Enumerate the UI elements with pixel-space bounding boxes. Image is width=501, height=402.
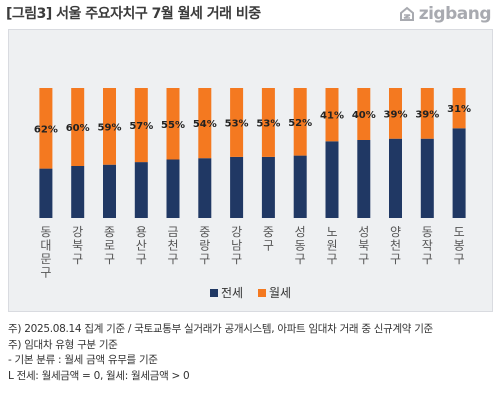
data-label: 55% <box>161 120 185 131</box>
bar-wolse <box>103 88 116 165</box>
bar-jeonse <box>452 128 466 218</box>
bar-wolse <box>357 88 371 140</box>
legend-swatch-wolse <box>258 289 266 297</box>
footnotes: 주) 2025.08.14 집계 기준 / 국토교통부 실거래가 공개시스템, … <box>8 322 433 384</box>
chart-area <box>8 29 493 312</box>
bar-wolse <box>230 88 244 157</box>
bar-wolse <box>293 88 307 156</box>
bar-jeonse <box>198 158 212 218</box>
data-label: 39% <box>415 109 439 120</box>
bar-wolse <box>389 88 402 139</box>
zigbang-logo-icon <box>399 6 414 21</box>
legend-label-jeonse: 전세 <box>221 286 243 300</box>
chart-title: [그림3] 서울 주요자치구 7월 월세 거래 비중 <box>6 6 261 22</box>
brand-logo: zigbang <box>399 4 492 24</box>
bar-jeonse <box>103 164 116 218</box>
data-label: 53% <box>225 119 249 130</box>
legend-swatch-jeonse <box>210 289 218 297</box>
bar-wolse <box>134 88 148 163</box>
footnote-line: - 기본 분류 : 월세 금액 유무를 기준 <box>8 354 158 366</box>
data-label: 57% <box>129 121 153 132</box>
footnote-line: 주) 임대차 유형 구분 기준 <box>8 338 118 351</box>
bar-jeonse <box>166 159 180 218</box>
bar-wolse <box>325 88 339 142</box>
stacked-bar-chart: 62% 동 대 문 구 60% 강 북 구 59% 종 로 구 57% 용 산 구 55% 금 천 구 54% 중 랑 구 53%… <box>34 88 471 300</box>
legend-label-wolse: 월세 <box>269 286 291 300</box>
bar-jeonse <box>293 155 307 218</box>
data-label: 52% <box>288 118 312 129</box>
data-label: 41% <box>320 111 344 122</box>
bar-jeonse <box>230 156 244 218</box>
bar-jeonse <box>39 168 53 218</box>
footnote-line: L 전세: 월세금액 = 0, 월세: 월세금액 > 0 <box>8 369 190 382</box>
bar-jeonse <box>134 162 148 218</box>
data-label: 53% <box>256 119 280 130</box>
data-label: 40% <box>352 110 376 121</box>
data-label: 59% <box>98 122 122 133</box>
bar-jeonse <box>261 156 275 218</box>
bar-wolse <box>420 88 434 139</box>
bar-jeonse <box>71 166 85 218</box>
bar-wolse <box>261 88 275 157</box>
bar-jeonse <box>420 138 434 218</box>
data-label: 31% <box>447 104 471 115</box>
bar-wolse <box>452 88 466 129</box>
bar-jeonse <box>357 140 371 218</box>
data-label: 62% <box>34 124 58 135</box>
brand-name: zigbang <box>418 4 492 24</box>
bar-wolse <box>166 88 180 160</box>
data-label: 39% <box>384 109 408 120</box>
footnote-line: 주) 2025.08.14 집계 기준 / 국토교통부 실거래가 공개시스템, … <box>8 323 433 335</box>
bar-jeonse <box>389 138 402 218</box>
data-label: 54% <box>193 119 217 130</box>
bar-wolse <box>39 88 53 169</box>
bar-wolse <box>198 88 212 159</box>
data-label: 60% <box>66 123 90 134</box>
bar-wolse <box>71 88 85 166</box>
bar-jeonse <box>325 141 339 218</box>
